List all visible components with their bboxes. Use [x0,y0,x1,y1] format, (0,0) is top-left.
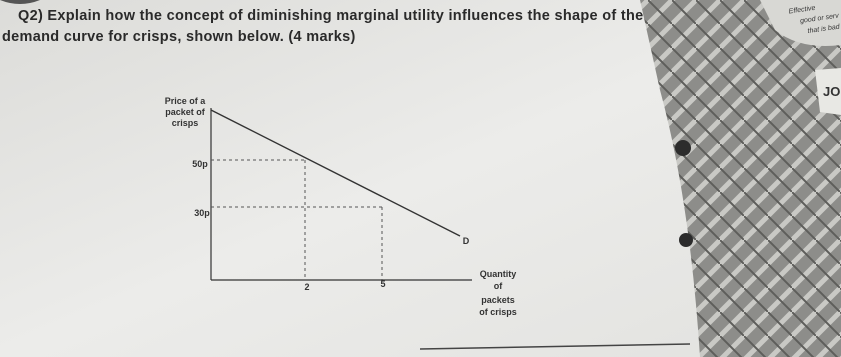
side-tag: JO [823,84,840,99]
side-note: Effective [788,5,816,16]
price-label: 50p [192,159,208,169]
x-axis-label: of [494,281,503,291]
question-line: demand curve for crisps, shown below. (4… [2,29,356,45]
side-note: that is bad [807,23,841,35]
demand-curve [210,109,461,237]
curve-label: D [463,236,470,246]
price-label: 30p [194,208,210,218]
y-axis-label: crisps [172,118,199,128]
quantity-label: 2 [304,282,309,292]
y-axis-label: packet of [165,107,206,117]
x-axis-label: of crisps [479,307,517,317]
x-axis-label: Quantity [480,269,517,279]
question-line: Q2) Explain how the concept of diminishi… [18,8,644,24]
y-axis-label: Price of a [165,96,207,106]
side-note: good or serv [800,13,840,25]
quantity-label: 5 [380,279,385,289]
x-axis-label: packets [481,295,515,305]
